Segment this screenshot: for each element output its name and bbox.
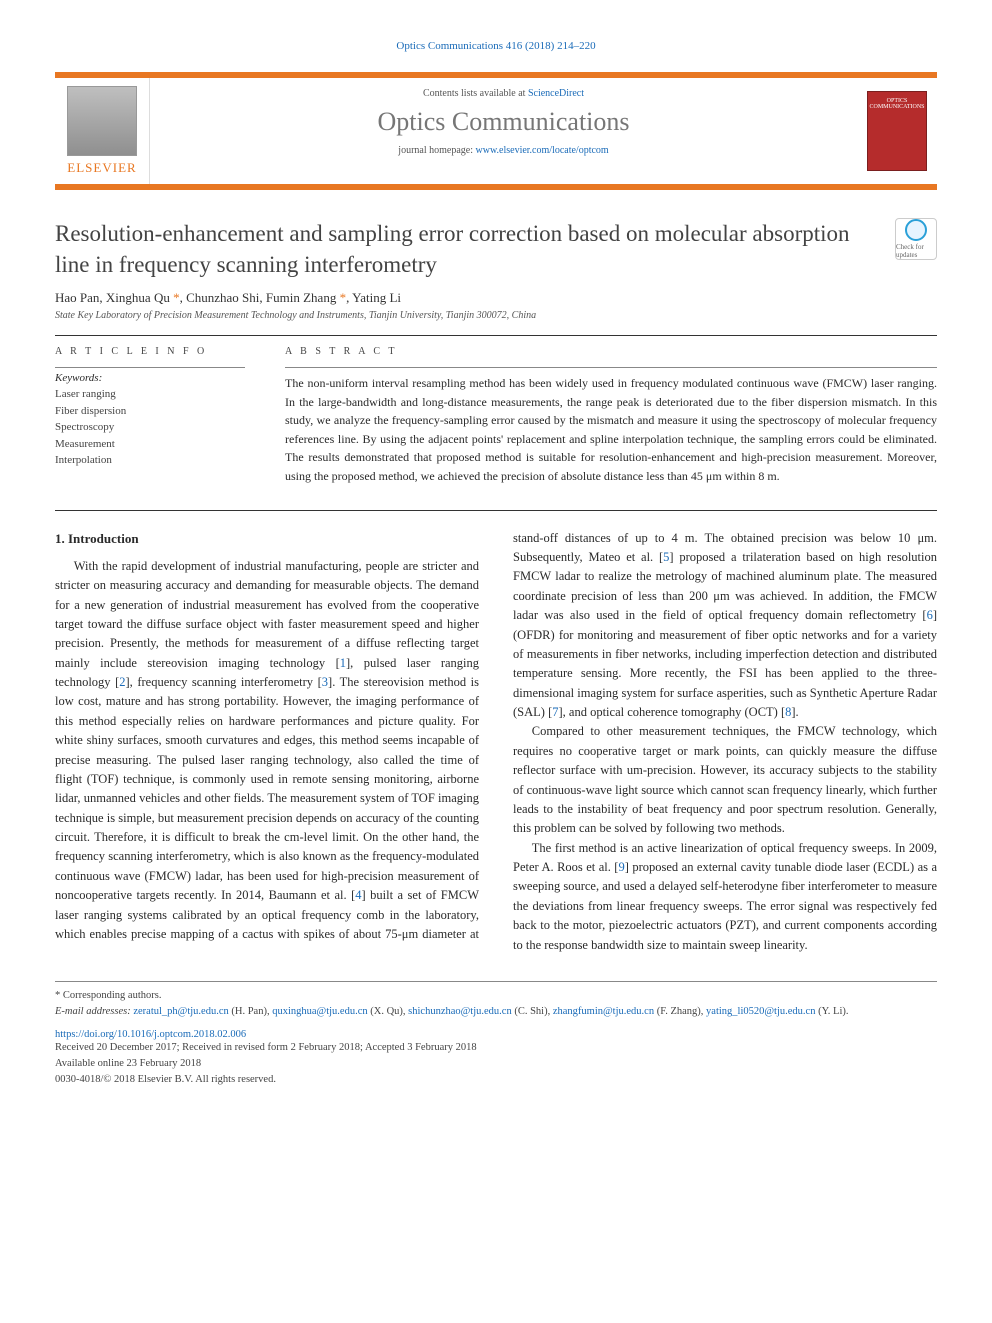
keyword-item: Fiber dispersion (55, 403, 245, 420)
check-updates-badge[interactable]: Check for updates (895, 218, 937, 260)
affiliation: State Key Laboratory of Precision Measur… (55, 310, 937, 321)
homepage-link[interactable]: www.elsevier.com/locate/optcom (476, 145, 609, 156)
authors: Hao Pan, Xinghua Qu *, Chunzhao Shi, Fum… (55, 290, 937, 306)
author-email-link[interactable]: shichunzhao@tju.edu.cn (408, 1006, 512, 1017)
section-heading: 1. Introduction (55, 529, 479, 549)
body-columns: 1. Introduction With the rapid developme… (55, 529, 937, 955)
received-line: Received 20 December 2017; Received in r… (55, 1040, 937, 1056)
author-1: Hao Pan (55, 290, 99, 305)
journal-name: Optics Communications (158, 107, 849, 137)
citation-link[interactable]: 9 (618, 860, 624, 874)
elsevier-tree-icon (67, 86, 137, 156)
corr-mark-icon: * (170, 290, 180, 305)
journal-header: ELSEVIER Contents lists available at Sci… (55, 72, 937, 190)
publisher-logo-cell: ELSEVIER (55, 78, 150, 184)
keyword-item: Laser ranging (55, 386, 245, 403)
author-email-link[interactable]: zeratul_ph@tju.edu.cn (133, 1006, 228, 1017)
check-updates-label: Check for updates (896, 243, 936, 259)
running-header: Optics Communications 416 (2018) 214–220 (55, 40, 937, 52)
keywords-list: Laser ranging Fiber dispersion Spectrosc… (55, 386, 245, 469)
contents-prefix: Contents lists available at (423, 88, 528, 99)
publisher-name: ELSEVIER (67, 160, 136, 176)
body-paragraph: The first method is an active linearizat… (513, 839, 937, 955)
abstract-label: A B S T R A C T (285, 346, 937, 357)
citation-link[interactable]: 4 (355, 888, 361, 902)
author-email-link[interactable]: zhangfumin@tju.edu.cn (553, 1006, 654, 1017)
author-email-link[interactable]: quxinghua@tju.edu.cn (272, 1006, 367, 1017)
keyword-item: Interpolation (55, 452, 245, 469)
citation-link[interactable]: 1 (340, 656, 346, 670)
citation-link[interactable]: 5 (663, 550, 669, 564)
email-line: E-mail addresses: zeratul_ph@tju.edu.cn … (55, 1004, 937, 1020)
corresponding-note: * Corresponding authors. (55, 988, 937, 1004)
abstract-text: The non-uniform interval resampling meth… (285, 367, 937, 486)
citation-link[interactable]: 7 (552, 705, 558, 719)
footnotes: * Corresponding authors. E-mail addresse… (55, 981, 937, 1020)
sciencedirect-link[interactable]: ScienceDirect (528, 88, 584, 99)
check-updates-icon (905, 219, 927, 241)
article-info-label: A R T I C L E I N F O (55, 346, 245, 357)
author-email-link[interactable]: yating_li0520@tju.edu.cn (706, 1006, 815, 1017)
citation-link[interactable]: 2 (119, 675, 125, 689)
keyword-item: Measurement (55, 436, 245, 453)
copyright-line: 0030-4018/© 2018 Elsevier B.V. All right… (55, 1072, 937, 1088)
article-title: Resolution-enhancement and sampling erro… (55, 218, 877, 280)
cover-label: OPTICS COMMUNICATIONS (868, 98, 926, 110)
author-4: Fumin Zhang (266, 290, 336, 305)
article-info-column: A R T I C L E I N F O Keywords: Laser ra… (55, 346, 245, 486)
abstract-column: A B S T R A C T The non-uniform interval… (285, 346, 937, 486)
author-3: Chunzhao Shi (186, 290, 259, 305)
divider-top (55, 335, 937, 336)
body-paragraph: Compared to other measurement techniques… (513, 722, 937, 838)
citation-link[interactable]: 8 (785, 705, 791, 719)
doi-link[interactable]: https://doi.org/10.1016/j.optcom.2018.02… (55, 1029, 937, 1040)
author-5: Yating Li (352, 290, 401, 305)
cover-thumb: OPTICS COMMUNICATIONS (857, 78, 937, 184)
homepage-prefix: journal homepage: (398, 145, 475, 156)
journal-center: Contents lists available at ScienceDirec… (150, 78, 857, 184)
dates-block: Received 20 December 2017; Received in r… (55, 1040, 937, 1087)
keywords-heading: Keywords: (55, 367, 245, 384)
divider-mid (55, 510, 937, 511)
online-line: Available online 23 February 2018 (55, 1056, 937, 1072)
author-2: Xinghua Qu (106, 290, 170, 305)
citation-link[interactable]: 3 (322, 675, 328, 689)
email-label: E-mail addresses: (55, 1006, 131, 1017)
journal-cover-icon: OPTICS COMMUNICATIONS (867, 91, 927, 171)
corr-mark-icon: * (336, 290, 346, 305)
citation-link[interactable]: 6 (927, 608, 933, 622)
keyword-item: Spectroscopy (55, 419, 245, 436)
